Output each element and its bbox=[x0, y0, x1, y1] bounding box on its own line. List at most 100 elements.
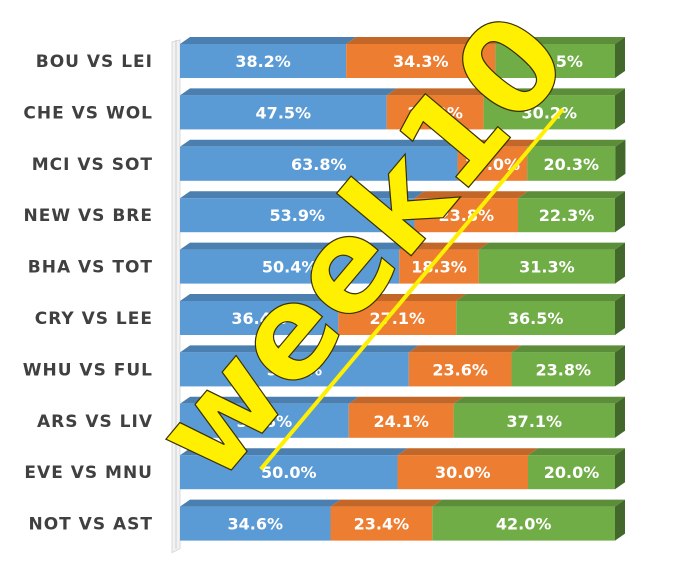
bar-top-face bbox=[180, 37, 357, 44]
bar-side-face bbox=[615, 499, 625, 541]
category-label: CHE VS WOL bbox=[23, 103, 153, 123]
bar-front-face bbox=[180, 249, 400, 284]
bar-segment-2 bbox=[330, 499, 443, 541]
category-label: WHU VS FUL bbox=[23, 360, 153, 380]
bar-segment-3 bbox=[528, 448, 625, 490]
bar-segment-1 bbox=[180, 88, 397, 130]
bar-segment-1 bbox=[180, 396, 359, 438]
data-label: 22.3% bbox=[407, 103, 463, 122]
chart-axis bbox=[171, 39, 181, 554]
bar-segment-3 bbox=[456, 294, 625, 335]
bar-front-face bbox=[511, 352, 615, 387]
category-label: NOT VS AST bbox=[28, 515, 153, 535]
bar-segment-2 bbox=[346, 37, 506, 78]
bar-segment-3 bbox=[517, 191, 625, 233]
bar-top-face bbox=[346, 37, 506, 44]
bar-segment-2 bbox=[338, 294, 467, 335]
data-label: 38.8% bbox=[237, 412, 293, 431]
category-label: BOU VS LEI bbox=[36, 52, 153, 72]
bar-top-face bbox=[180, 88, 397, 96]
category-label: NEW VS BRE bbox=[24, 206, 154, 226]
data-label: 16.0% bbox=[465, 155, 521, 174]
bar-top-face bbox=[457, 139, 538, 147]
bar-segment-2 bbox=[408, 345, 522, 387]
data-label: 31.3% bbox=[519, 258, 575, 277]
bar-front-face bbox=[408, 352, 512, 387]
bar-top-face bbox=[397, 448, 538, 456]
watermark-underline bbox=[259, 107, 565, 471]
bar-front-face bbox=[517, 198, 615, 233]
bar-segment-1 bbox=[180, 499, 341, 541]
data-label: 53.9% bbox=[269, 206, 325, 225]
bar-side-face bbox=[615, 37, 625, 78]
data-label: 27.5% bbox=[527, 52, 583, 71]
bar-top-face bbox=[511, 345, 625, 353]
data-label: 23.6% bbox=[432, 360, 488, 379]
bar-top-face bbox=[408, 345, 522, 353]
bar-segment-2 bbox=[397, 448, 538, 490]
data-label: 23.8% bbox=[438, 206, 494, 225]
bar-segment-3 bbox=[511, 345, 625, 387]
bar-top-face bbox=[517, 191, 625, 199]
bar-top-face bbox=[483, 88, 625, 96]
bar-side-face bbox=[615, 242, 625, 284]
bar-side-face bbox=[615, 294, 625, 335]
data-label: 38.2% bbox=[235, 52, 291, 71]
bar-front-face bbox=[397, 455, 528, 490]
bar-top-face bbox=[348, 396, 464, 404]
bar-top-face bbox=[180, 191, 425, 199]
data-label: 63.8% bbox=[291, 155, 347, 174]
bar-segment-3 bbox=[432, 499, 625, 541]
data-label: 34.6% bbox=[227, 515, 283, 534]
bar-front-face bbox=[348, 403, 454, 438]
bar-top-face bbox=[456, 294, 625, 301]
data-label: 23.4% bbox=[354, 515, 410, 534]
bar-top-face bbox=[453, 396, 625, 404]
bar-top-face bbox=[527, 139, 626, 147]
bar-top-face bbox=[180, 499, 341, 507]
bar-segment-1 bbox=[180, 242, 410, 284]
data-label: 36.5% bbox=[508, 309, 564, 328]
data-label: 50.0% bbox=[261, 463, 317, 482]
bar-front-face bbox=[346, 44, 496, 78]
bar-front-face bbox=[180, 352, 409, 387]
bar-segment-3 bbox=[453, 396, 625, 438]
data-label: 34.3% bbox=[393, 52, 449, 71]
data-label: 22.3% bbox=[539, 206, 595, 225]
bar-front-face bbox=[180, 506, 331, 541]
bar-top-face bbox=[495, 37, 625, 44]
bar-front-face bbox=[527, 146, 616, 181]
bar-front-face bbox=[386, 95, 484, 130]
labels-group: 38.2% 34.3% 27.5% BOU VS LEI 47.5% 22.3% 30.2%… bbox=[23, 52, 600, 535]
bar-front-face bbox=[180, 455, 398, 490]
bar-side-face bbox=[615, 88, 625, 130]
data-label: 42.0% bbox=[496, 515, 552, 534]
bar-front-face bbox=[456, 301, 615, 335]
bar-segment-1 bbox=[180, 191, 425, 233]
bar-front-face bbox=[432, 506, 615, 541]
data-label: 52.6% bbox=[267, 360, 323, 379]
category-label: EVE VS MNU bbox=[24, 463, 153, 483]
bar-front-face bbox=[180, 44, 347, 78]
bar-top-face bbox=[386, 88, 494, 96]
bar-segment-3 bbox=[495, 37, 625, 78]
category-label: BHA VS TOT bbox=[28, 258, 153, 278]
category-label: MCI VS SOT bbox=[32, 155, 153, 175]
bar-front-face bbox=[330, 506, 433, 541]
bar-top-face bbox=[399, 242, 489, 250]
bar-segment-1 bbox=[180, 139, 468, 181]
bar-front-face bbox=[453, 403, 615, 438]
bar-front-face bbox=[180, 146, 458, 181]
data-label: 30.0% bbox=[435, 463, 491, 482]
bar-top-face bbox=[180, 294, 349, 301]
bar-top-face bbox=[528, 448, 625, 456]
bar-front-face bbox=[180, 403, 349, 438]
category-label: CRY VS LEE bbox=[35, 309, 153, 329]
data-label: 23.8% bbox=[535, 360, 591, 379]
bar-top-face bbox=[180, 448, 408, 456]
bar-side-face bbox=[615, 448, 625, 490]
data-label: 30.2% bbox=[522, 103, 578, 122]
bar-segment-2 bbox=[348, 396, 464, 438]
bar-top-face bbox=[478, 242, 625, 250]
data-label: 36.4% bbox=[231, 309, 287, 328]
